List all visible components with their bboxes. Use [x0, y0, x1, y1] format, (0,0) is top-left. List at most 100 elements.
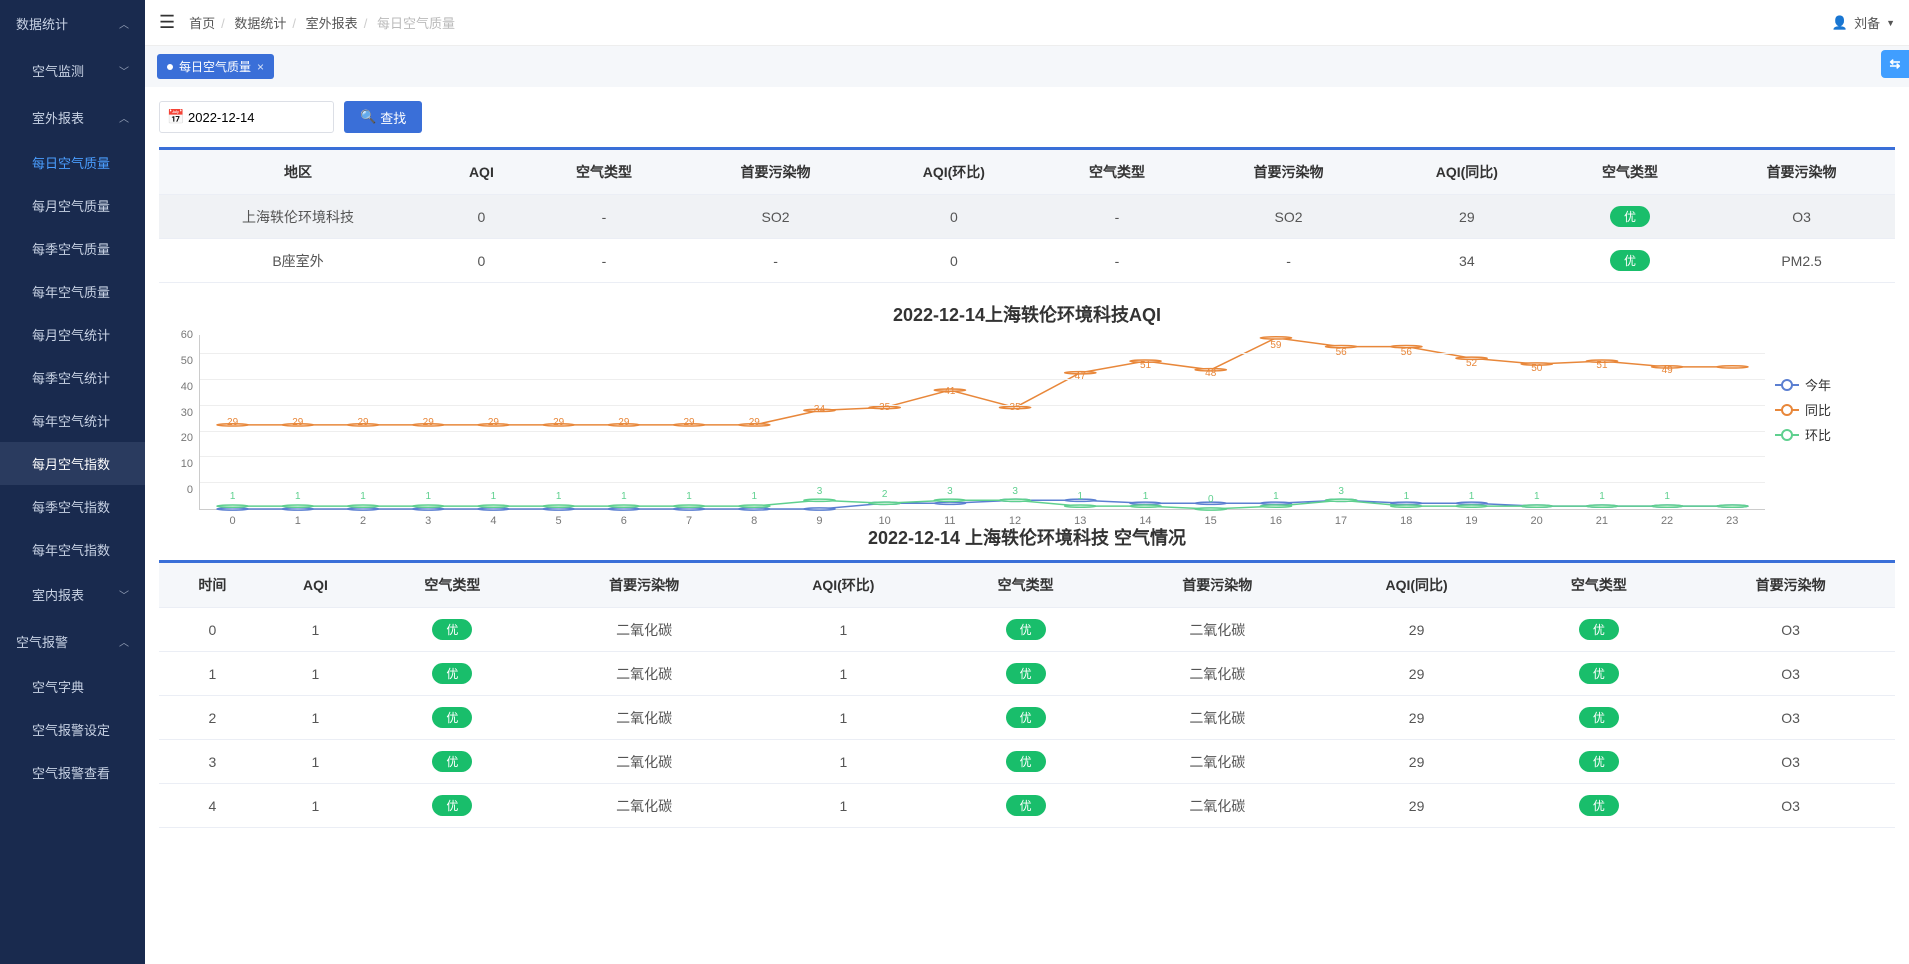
table-cell: O3	[1686, 740, 1895, 784]
aqi-chart: 2022-12-14上海轶伦环境科技AQI 0102030405060 0123…	[159, 301, 1895, 510]
sidebar-group-indoor[interactable]: 室内报表 ﹀	[0, 571, 145, 618]
table-cell: O3	[1686, 696, 1895, 740]
breadcrumb-item[interactable]: 数据统计	[234, 16, 286, 31]
sidebar-item[interactable]: 空气报警设定	[0, 708, 145, 751]
button-label: 查找	[380, 108, 406, 127]
close-icon[interactable]: ×	[257, 60, 264, 74]
table-row[interactable]: 21优二氧化碳1优二氧化碳29优O3	[159, 696, 1895, 740]
table-cell: 1	[266, 784, 365, 828]
chart-title: 2022-12-14上海轶伦环境科技AQI	[159, 301, 1895, 327]
legend-item[interactable]: 同比	[1775, 400, 1895, 419]
user-menu[interactable]: 👤 刘备 ▼	[1832, 13, 1895, 32]
sidebar-item[interactable]: 空气报警查看	[0, 751, 145, 794]
table-cell: 优	[938, 652, 1113, 696]
table-cell: 优	[938, 784, 1113, 828]
sidebar-group-label: 数据统计	[16, 14, 68, 33]
table-cell: 1	[266, 740, 365, 784]
col-header: AQI(环比)	[869, 150, 1039, 195]
dot-icon	[167, 64, 173, 70]
table-cell: 2	[159, 696, 266, 740]
status-badge: 优	[432, 707, 472, 728]
summary-table: 地区AQI空气类型首要污染物AQI(环比)空气类型首要污染物AQI(同比)空气类…	[159, 150, 1895, 283]
table-cell: 二氧化碳	[1113, 608, 1322, 652]
table-cell: O3	[1686, 652, 1895, 696]
detail-table: 时间AQI空气类型首要污染物AQI(环比)空气类型首要污染物AQI(同比)空气类…	[159, 560, 1895, 828]
sidebar-item[interactable]: 每日空气质量	[0, 141, 145, 184]
table-cell: 二氧化碳	[540, 696, 749, 740]
sidebar-item[interactable]: 每年空气质量	[0, 270, 145, 313]
table-cell: O3	[1686, 784, 1895, 828]
table-cell: 1	[748, 652, 938, 696]
sidebar-item[interactable]: 每年空气统计	[0, 399, 145, 442]
col-header: 空气类型	[1552, 150, 1708, 195]
table-cell: O3	[1708, 195, 1895, 239]
status-badge: 优	[1579, 707, 1619, 728]
table-cell: 1	[748, 696, 938, 740]
col-header: 空气类型	[1039, 150, 1195, 195]
sidebar-item[interactable]: 空气字典	[0, 665, 145, 708]
sidebar-group-label: 空气报警	[16, 632, 68, 651]
sidebar-group-air-monitor[interactable]: 空气监测 ﹀	[0, 47, 145, 94]
table-cell: 0	[437, 195, 526, 239]
user-icon: 👤	[1832, 15, 1848, 31]
table-cell: 3	[159, 740, 266, 784]
sidebar-item[interactable]: 每季空气质量	[0, 227, 145, 270]
table-cell: 二氧化碳	[1113, 696, 1322, 740]
table-row[interactable]: B座室外0--0--34优PM2.5	[159, 239, 1895, 283]
calendar-icon: 📅	[167, 109, 184, 126]
status-badge: 优	[1579, 663, 1619, 684]
table-cell: 1	[159, 652, 266, 696]
sidebar-group-alarm[interactable]: 空气报警 ︿	[0, 618, 145, 665]
tab-active[interactable]: 每日空气质量 ×	[157, 54, 274, 79]
table-cell: 1	[748, 608, 938, 652]
status-badge: 优	[1579, 795, 1619, 816]
col-header: 首要污染物	[1113, 562, 1322, 608]
table-cell: 二氧化碳	[540, 608, 749, 652]
status-badge: 优	[432, 619, 472, 640]
breadcrumb-item[interactable]: 室外报表	[306, 16, 358, 31]
search-button[interactable]: 🔍 查找	[344, 101, 422, 133]
table-cell: 4	[159, 784, 266, 828]
table-cell: 29	[1322, 784, 1512, 828]
sidebar-group-outdoor[interactable]: 室外报表 ︿	[0, 94, 145, 141]
table-cell: -	[526, 195, 682, 239]
table-cell: 二氧化碳	[540, 652, 749, 696]
table-cell: 1	[748, 784, 938, 828]
legend-item[interactable]: 环比	[1775, 425, 1895, 444]
table-cell: SO2	[682, 195, 869, 239]
table-row[interactable]: 31优二氧化碳1优二氧化碳29优O3	[159, 740, 1895, 784]
table-cell: -	[1039, 195, 1195, 239]
table-cell: 优	[365, 740, 540, 784]
date-input[interactable]	[159, 101, 334, 133]
chevron-up-icon: ︿	[119, 110, 129, 125]
table-cell: SO2	[1195, 195, 1382, 239]
sidebar-item[interactable]: 每季空气指数	[0, 485, 145, 528]
float-badge[interactable]: ⇆	[1881, 50, 1909, 78]
table-cell: -	[1195, 239, 1382, 283]
table-cell: 优	[1511, 652, 1686, 696]
sidebar-item[interactable]: 每年空气指数	[0, 528, 145, 571]
topbar: ☰ 首页/ 数据统计/ 室外报表/ 每日空气质量 👤 刘备 ▼	[145, 0, 1909, 46]
col-header: AQI(同比)	[1382, 150, 1552, 195]
col-header: 空气类型	[1511, 562, 1686, 608]
table-row[interactable]: 01优二氧化碳1优二氧化碳29优O3	[159, 608, 1895, 652]
table-cell: 29	[1322, 652, 1512, 696]
chevron-down-icon: ﹀	[119, 587, 129, 602]
sidebar-group-stats[interactable]: 数据统计 ︿	[0, 0, 145, 47]
table-row[interactable]: 41优二氧化碳1优二氧化碳29优O3	[159, 784, 1895, 828]
menu-icon[interactable]: ☰	[159, 12, 175, 33]
table-cell: 优	[365, 652, 540, 696]
chevron-down-icon: ▼	[1886, 18, 1895, 28]
table-row[interactable]: 11优二氧化碳1优二氧化碳29优O3	[159, 652, 1895, 696]
sidebar-group-label: 室外报表	[32, 108, 84, 127]
table-cell: 优	[365, 608, 540, 652]
sidebar-item[interactable]: 每月空气质量	[0, 184, 145, 227]
sidebar-item[interactable]: 每月空气指数	[0, 442, 145, 485]
sidebar-group-label: 空气监测	[32, 61, 84, 80]
legend-item[interactable]: 今年	[1775, 375, 1895, 394]
sidebar-item[interactable]: 每季空气统计	[0, 356, 145, 399]
table-row[interactable]: 上海轶伦环境科技0-SO20-SO229优O3	[159, 195, 1895, 239]
sidebar-item[interactable]: 每月空气统计	[0, 313, 145, 356]
sidebar: 数据统计 ︿ 空气监测 ﹀ 室外报表 ︿ 每日空气质量每月空气质量每季空气质量每…	[0, 0, 145, 964]
breadcrumb-item[interactable]: 首页	[189, 16, 215, 31]
